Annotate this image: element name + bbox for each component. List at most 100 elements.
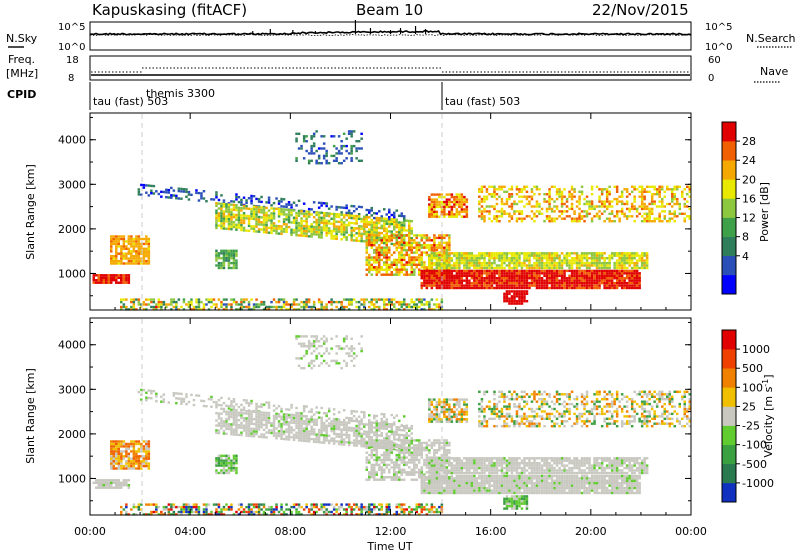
velocity-cell-diag-band [373, 422, 376, 424]
power-cell-high-sparse [303, 140, 306, 142]
velocity-cell-diag-band [345, 436, 348, 438]
power-cell-main-echo [533, 277, 536, 279]
power-cell-dip [503, 295, 506, 297]
power-cell-ground [168, 303, 171, 305]
power-cell-late-upper [568, 215, 571, 217]
power-cell-mid-echo [621, 259, 624, 261]
velocity-cell-diag-band [340, 431, 343, 433]
velocity-cell-upper-band [150, 397, 153, 399]
power-cell-mid-echo [458, 252, 461, 254]
velocity-cell-upper-band [303, 410, 306, 412]
power-cell-descend [366, 264, 369, 266]
velocity-cell-early-patch [128, 462, 131, 464]
velocity-cell-diag-band [223, 423, 226, 425]
power-cell-descend [413, 242, 416, 244]
power-cell-main-echo [543, 287, 546, 289]
velocity-cell-early-patch [130, 443, 133, 445]
velocity-cell-early-patch [125, 467, 128, 469]
power-cell-diag-band [250, 210, 253, 212]
power-cell-descend [428, 237, 431, 239]
velocity-cell-diag-band [300, 420, 303, 422]
power-cell-diag-band [318, 219, 321, 221]
power-cell-diag-band [348, 217, 351, 219]
power-cell-late-upper [493, 193, 496, 195]
colorbar-swatch [722, 237, 736, 256]
power-cell-diag-band [268, 209, 271, 211]
power-cell-diag-band [315, 228, 318, 230]
power-cell-late-upper [664, 191, 667, 193]
velocity-cell-early-patch [123, 458, 126, 460]
power-cell-diag-band [345, 226, 348, 228]
power-cell-small-blob [223, 250, 226, 252]
power-cell-early-patch [145, 240, 148, 242]
power-cell-descend [418, 247, 421, 249]
power-cell-descend [401, 251, 404, 253]
power-cell-mid-echo [581, 264, 584, 266]
power-cell-descend [416, 234, 419, 236]
velocity-cell-diag-band [353, 442, 356, 444]
power-cell-diag-band [335, 235, 338, 237]
power-cell-blob [433, 198, 436, 200]
velocity-cell-diag-band [305, 423, 308, 425]
power-cell-diag-band [383, 218, 386, 220]
velocity-cell-diag-band [220, 420, 223, 422]
power-cell-diag-band [218, 224, 221, 226]
power-cell-late-upper [481, 205, 484, 207]
power-cell-late-upper [658, 196, 661, 198]
velocity-cell-diag-band [258, 416, 261, 418]
power-cell-descend [408, 239, 411, 241]
power-cell-blob [458, 211, 461, 213]
power-cell-descend [378, 237, 381, 239]
power-cell-upper-band [215, 196, 218, 198]
power-cell-diag-band [220, 208, 223, 210]
power-cell-diag-band [305, 235, 308, 237]
power-cell-main-echo [498, 270, 501, 272]
power-cell-ground [383, 306, 386, 308]
power-cell-high-sparse [343, 145, 346, 147]
power-cell-late-upper [653, 186, 656, 188]
velocity-cell-diag-band [376, 424, 379, 426]
power-cell-descend [416, 247, 419, 249]
power-cell-late-upper [493, 186, 496, 188]
power-cell-ground [388, 298, 391, 300]
power-cell-descend [401, 247, 404, 249]
power-cell-descend [418, 242, 421, 244]
power-cell-diag-band [371, 234, 374, 236]
power-cell-late-upper [591, 220, 594, 222]
power-cell-upper-band [258, 200, 261, 202]
power-cell-main-echo [556, 280, 559, 282]
power-cell-high-sparse [345, 150, 348, 152]
power-cell-main-echo [526, 284, 529, 286]
power-cell-main-echo [491, 275, 494, 277]
power-cell-late-upper [676, 200, 679, 202]
power-cell-diag-band [398, 229, 401, 231]
power-cell-mid-echo [553, 257, 556, 259]
velocity-cell-diag-band [240, 417, 243, 419]
power-cell-mid-echo [493, 267, 496, 269]
power-cell-diag-band [250, 213, 253, 215]
power-cell-upper-band [360, 206, 363, 208]
velocity-cell-upper-band [360, 411, 363, 413]
power-cell-main-echo [561, 277, 564, 279]
power-cell-mid-echo [541, 262, 544, 264]
velocity-cell-diag-band [333, 420, 336, 422]
velocity-cell-early-patch [125, 445, 128, 447]
power-cell-main-echo [593, 280, 596, 282]
power-cell-mid-echo [436, 262, 439, 264]
power-cell-ground [163, 303, 166, 305]
power-cell-late-upper [641, 191, 644, 193]
velocity-cell-diag-band [328, 435, 331, 437]
power-cell-mid-echo [646, 267, 649, 269]
power-cell-diag-band [378, 227, 381, 229]
velocity-cell-diag-band [325, 432, 328, 434]
velocity-cell-diag-band [260, 426, 263, 428]
power-cell-small-blob [235, 255, 238, 257]
power-cell-diag-band [308, 213, 311, 215]
power-cell-late-upper [488, 210, 491, 212]
power-cell-late-upper [603, 203, 606, 205]
power-cell-late-upper [581, 215, 584, 217]
power-cell-ground [308, 306, 311, 308]
power-cell-mid-echo [441, 264, 444, 266]
power-cell-diag-band [360, 235, 363, 237]
power-cell-diag-band [340, 231, 343, 233]
